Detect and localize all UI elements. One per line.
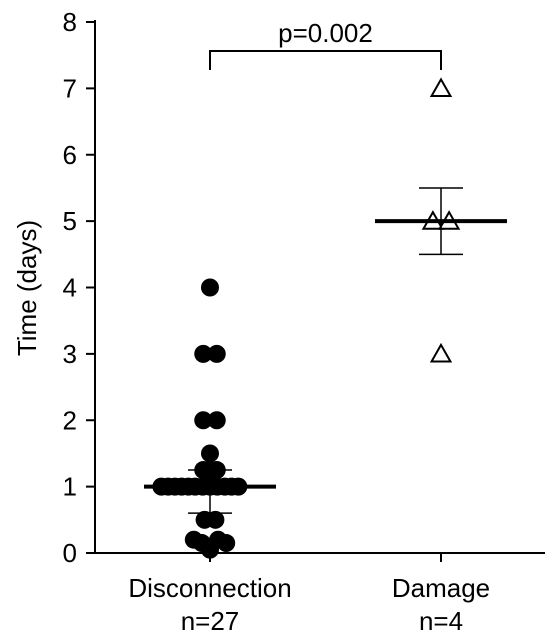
- data-point: [201, 540, 219, 559]
- category-label: Damage: [392, 573, 490, 603]
- data-point: [429, 77, 453, 98]
- data-point: [217, 534, 236, 553]
- data-point: [207, 411, 226, 430]
- y-tick-label: 2: [63, 405, 77, 435]
- y-tick-label: 3: [63, 339, 77, 369]
- y-tick-label: 6: [63, 140, 77, 170]
- category-n-label: n=27: [181, 606, 240, 636]
- data-point: [201, 278, 219, 297]
- y-tick-label: 8: [63, 7, 77, 37]
- p-value-label: p=0.002: [278, 18, 373, 48]
- y-tick-label: 0: [63, 538, 77, 568]
- y-tick-label: 1: [63, 472, 77, 502]
- significance-annotation: p=0.002: [209, 18, 442, 70]
- data-point: [429, 342, 453, 363]
- y-tick-label: 4: [63, 273, 77, 303]
- data-point: [201, 444, 219, 463]
- category-label: Disconnection: [128, 573, 291, 603]
- y-axis-title: Time (days): [12, 220, 42, 356]
- data-point: [194, 344, 213, 363]
- data-point: [194, 411, 213, 430]
- category-n-label: n=4: [419, 606, 463, 636]
- y-tick-label: 7: [63, 73, 77, 103]
- y-tick-label: 5: [63, 206, 77, 236]
- data-point: [206, 510, 225, 529]
- axes: 0 1 2 3 4 5 6 7 8: [63, 7, 545, 568]
- significance-bracket: [209, 50, 442, 70]
- data-point: [207, 344, 226, 363]
